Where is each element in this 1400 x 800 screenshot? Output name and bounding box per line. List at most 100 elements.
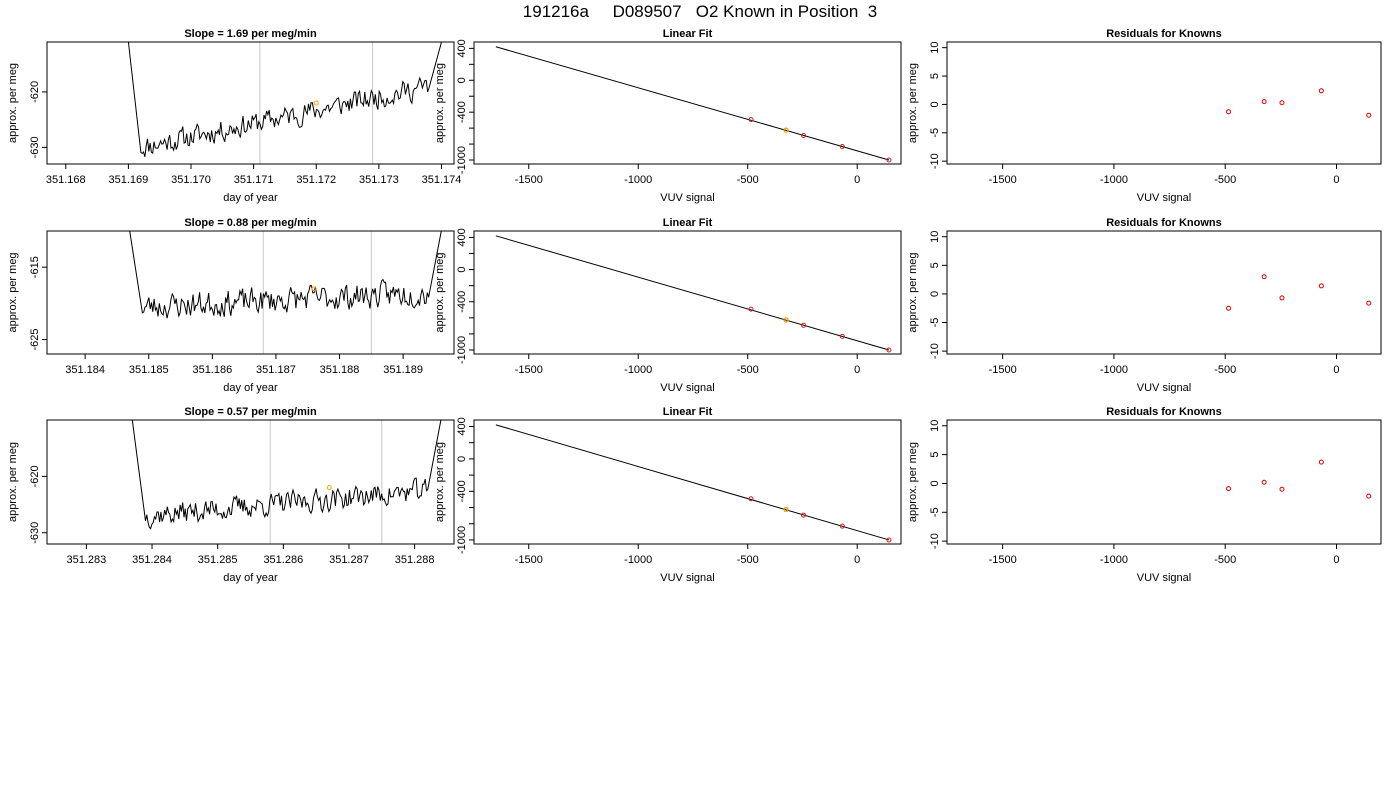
fit-line xyxy=(495,235,890,351)
panel-3-3: Residuals for Knowns -1500 -1000 -500 0 10 5 0 -… xyxy=(907,406,1382,584)
x-tick-label: -500 xyxy=(1214,364,1236,376)
y-tick-label: -630 xyxy=(29,522,41,544)
plot-frame xyxy=(46,41,455,165)
y-tick-label: 400 xyxy=(456,39,468,57)
y-tick-label: -10 xyxy=(929,533,941,549)
y-tick-label: -400 xyxy=(456,101,468,123)
data-point xyxy=(748,496,754,502)
panel-title: Linear Fit xyxy=(663,406,713,418)
plot-area xyxy=(129,231,442,354)
y-axis-label: approx. per meg xyxy=(7,63,19,143)
y-axis-label: approx. per meg xyxy=(907,252,919,332)
x-tick-label: 351.288 xyxy=(395,554,435,566)
x-tick-label: -500 xyxy=(1214,174,1236,186)
panel-1-3: Slope = 0.57 per meg/min 351.283 351.284 35… xyxy=(7,406,455,584)
y-tick-label: -5 xyxy=(929,128,941,138)
y-tick-label: 10 xyxy=(929,420,941,432)
data-point xyxy=(801,322,807,328)
y-tick-label: 400 xyxy=(456,417,468,435)
y-tick-label: 400 xyxy=(456,228,468,246)
data-point xyxy=(801,133,807,139)
x-tick-label: 351.286 xyxy=(263,554,303,566)
highlight-point xyxy=(311,286,317,292)
x-tick-label: -1500 xyxy=(515,174,543,186)
highlight-point xyxy=(783,127,789,133)
x-axis-label: VUV signal xyxy=(660,192,714,204)
y-tick-label: 5 xyxy=(929,73,941,79)
y-axis-label: approx. per meg xyxy=(907,442,919,522)
signal-trace xyxy=(127,42,442,157)
data-point xyxy=(1366,300,1372,306)
panel-title: Linear Fit xyxy=(663,28,713,40)
plot-area xyxy=(495,424,892,543)
x-axis-label: VUV signal xyxy=(1137,192,1191,204)
data-point xyxy=(1261,479,1267,485)
y-axis-label: approx. per meg xyxy=(434,252,446,332)
data-point xyxy=(1366,493,1372,499)
y-axis-label: approx. per meg xyxy=(434,442,446,522)
data-point xyxy=(1279,295,1285,301)
y-tick-label: -5 xyxy=(929,318,941,328)
y-tick-label: -630 xyxy=(29,136,41,158)
data-point xyxy=(1226,486,1232,492)
y-tick-label: -620 xyxy=(29,81,41,103)
x-tick-label: 351.185 xyxy=(129,364,169,376)
plot-frame xyxy=(946,230,1382,355)
x-tick-label: 351.189 xyxy=(383,364,423,376)
y-tick-label: 5 xyxy=(929,262,941,268)
panel-title: Slope = 1.69 per meg/min xyxy=(184,28,317,40)
panel-3-1: Residuals for Knowns -1500 -1000 -500 0 10 5 0 -… xyxy=(907,28,1382,204)
signal-trace xyxy=(129,231,442,319)
x-tick-label: 351.168 xyxy=(46,174,86,186)
x-axis-label: VUV signal xyxy=(660,572,714,584)
x-tick-label: 351.169 xyxy=(109,174,149,186)
x-tick-label: 0 xyxy=(854,174,860,186)
x-tick-label: -1000 xyxy=(624,554,652,566)
x-axis-label: day of year xyxy=(223,192,278,204)
x-axis-label: VUV signal xyxy=(1137,382,1191,394)
y-axis-label: approx. per meg xyxy=(7,442,19,522)
x-tick-label: -500 xyxy=(737,554,759,566)
x-tick-label: 351.171 xyxy=(234,174,274,186)
x-tick-label: 0 xyxy=(1333,174,1339,186)
plot-area xyxy=(1226,88,1372,118)
plot-frame xyxy=(946,419,1382,545)
plot-area xyxy=(495,46,892,163)
x-tick-label: -1500 xyxy=(515,364,543,376)
y-axis-label: approx. per meg xyxy=(7,252,19,332)
x-tick-label: -500 xyxy=(1214,554,1236,566)
data-point xyxy=(1366,112,1372,118)
plot-area xyxy=(1226,459,1372,499)
x-tick-label: -500 xyxy=(737,174,759,186)
x-tick-label: 351.186 xyxy=(192,364,232,376)
y-tick-label: 10 xyxy=(929,231,941,243)
y-tick-label: 0 xyxy=(929,101,941,107)
highlight-point xyxy=(783,317,789,323)
x-axis-label: VUV signal xyxy=(1137,572,1191,584)
y-tick-label: -10 xyxy=(929,153,941,169)
plot-frame xyxy=(473,419,902,545)
plot-area xyxy=(127,42,442,164)
data-point xyxy=(1279,486,1285,492)
data-point xyxy=(1279,100,1285,106)
x-tick-label: -500 xyxy=(737,364,759,376)
highlight-point xyxy=(313,100,319,106)
data-point xyxy=(886,157,892,163)
y-tick-label: 5 xyxy=(929,452,941,458)
plot-area xyxy=(1226,274,1372,311)
x-tick-label: 0 xyxy=(854,364,860,376)
x-axis-label: day of year xyxy=(223,382,278,394)
x-tick-label: -1000 xyxy=(1100,364,1128,376)
panel-title: Slope = 0.88 per meg/min xyxy=(184,217,317,229)
data-point xyxy=(886,537,892,543)
panel-2-2: Linear Fit -1500 -1000 -500 0 400 0 -400 -1000 VU… xyxy=(434,217,902,394)
panel-title: Residuals for Knowns xyxy=(1106,406,1222,418)
y-tick-label: -10 xyxy=(929,343,941,359)
y-tick-label: 0 xyxy=(456,77,468,83)
data-point xyxy=(886,347,892,353)
x-tick-label: 351.283 xyxy=(67,554,107,566)
x-tick-label: -1500 xyxy=(989,554,1017,566)
data-point xyxy=(801,512,807,518)
x-tick-label: -1000 xyxy=(624,174,652,186)
